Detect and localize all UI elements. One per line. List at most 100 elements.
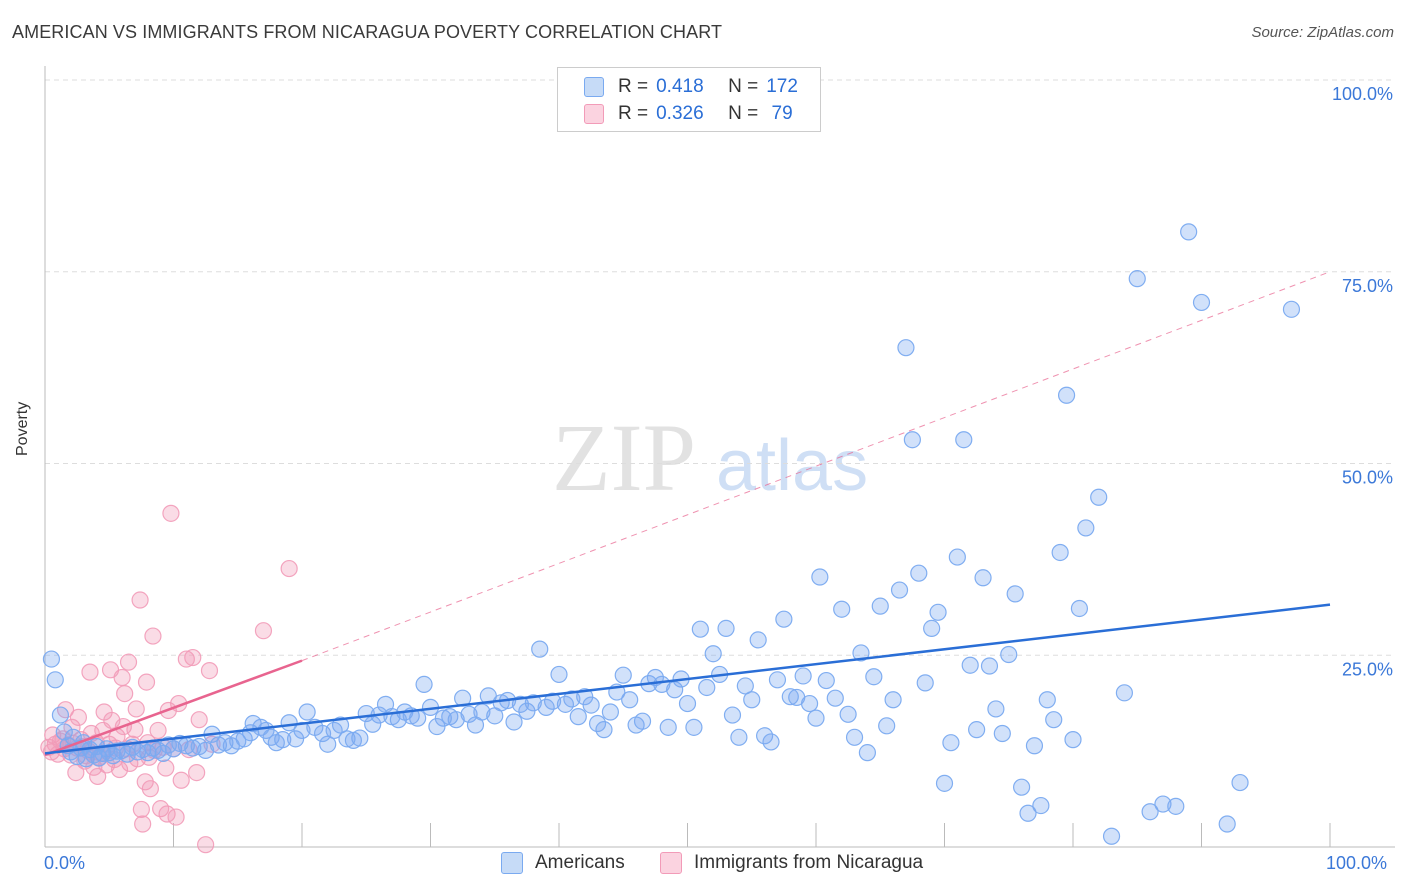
- legend-r-value: 0.326: [656, 103, 704, 124]
- watermark-atlas: atlas: [716, 426, 868, 506]
- american-point: [543, 692, 562, 710]
- american-point: [749, 631, 767, 649]
- american-point: [961, 656, 979, 674]
- american-point: [55, 723, 73, 741]
- american-point: [916, 674, 934, 692]
- american-point: [42, 650, 61, 668]
- american-point: [980, 657, 999, 675]
- american-point: [197, 741, 215, 759]
- nicaragua-point: [162, 504, 180, 522]
- nicaragua-point: [132, 800, 150, 819]
- american-point: [1141, 803, 1159, 821]
- nicaragua-trend-line: [44, 659, 303, 757]
- american-point: [351, 729, 369, 747]
- american-point: [1045, 711, 1063, 729]
- american-point: [1038, 691, 1056, 709]
- american-point: [852, 644, 870, 662]
- watermark-zip: ZIP: [552, 404, 696, 511]
- american-point: [1025, 737, 1044, 755]
- american-point: [845, 728, 864, 746]
- american-point: [1167, 797, 1185, 815]
- american-point: [807, 709, 825, 727]
- american-point: [154, 744, 172, 763]
- american-point: [755, 727, 774, 745]
- american-point: [736, 677, 754, 695]
- legend-n-value: 79: [766, 103, 793, 124]
- nicaragua-point: [172, 771, 190, 789]
- nicaragua-point: [137, 673, 156, 691]
- legend-n-label: N =: [728, 76, 759, 97]
- nicaragua-point: [131, 591, 149, 609]
- nicaragua-swatch: [584, 104, 604, 124]
- american-point: [524, 694, 542, 712]
- american-point: [762, 733, 780, 751]
- american-point: [1231, 773, 1249, 792]
- american-point: [903, 431, 921, 449]
- american-point: [550, 665, 568, 684]
- american-point: [338, 730, 356, 748]
- american-point: [826, 689, 844, 707]
- x-axis-min-label: 0.0%: [44, 853, 86, 873]
- bottom-legend: Americans Immigrants from Nicaragua: [0, 852, 1406, 876]
- american-point: [1154, 795, 1172, 813]
- american-point: [460, 705, 478, 723]
- nicaragua-point: [89, 767, 107, 786]
- nicaragua-point: [119, 653, 138, 671]
- legend-row-americans: R = 0.418 N = 172: [584, 75, 798, 99]
- american-point: [839, 705, 857, 723]
- american-point: [897, 339, 915, 357]
- nicaragua-point: [113, 668, 131, 687]
- american-point: [794, 667, 812, 685]
- nicaragua-point: [141, 780, 159, 798]
- american-point: [563, 690, 581, 708]
- american-point: [298, 703, 316, 721]
- american-point: [865, 668, 883, 686]
- american-point: [704, 645, 722, 663]
- trend-lines: [44, 271, 1331, 757]
- watermark: ZIP atlas: [552, 404, 868, 511]
- nicaragua-point: [184, 648, 202, 667]
- nicaragua-point: [69, 708, 88, 726]
- nicaragua-point: [81, 663, 99, 681]
- american-point: [698, 678, 716, 697]
- american-point: [511, 695, 530, 713]
- bottom-legend-nicaragua: Immigrants from Nicaragua: [660, 852, 923, 874]
- american-point: [678, 694, 697, 713]
- american-point: [1128, 270, 1146, 288]
- american-point: [871, 597, 889, 615]
- bottom-legend-americans-label: Americans: [535, 852, 625, 873]
- american-point: [582, 696, 600, 714]
- chart-title: AMERICAN VS IMMIGRANTS FROM NICARAGUA PO…: [12, 22, 723, 42]
- american-point: [184, 739, 202, 757]
- y-tick-label: 75.0%: [1342, 276, 1393, 296]
- american-point: [1115, 684, 1134, 702]
- nicaragua-point: [110, 760, 129, 779]
- legend-r-label: R =: [618, 103, 649, 124]
- american-point: [659, 718, 677, 736]
- americans-swatch: [584, 77, 604, 97]
- american-point: [434, 709, 452, 727]
- nicaragua-point: [188, 764, 206, 782]
- nicaragua-point: [167, 808, 185, 826]
- american-point: [1090, 488, 1108, 506]
- american-point: [51, 706, 70, 724]
- american-point: [1057, 386, 1076, 404]
- american-point: [319, 735, 337, 753]
- american-point: [505, 713, 523, 731]
- legend-r-value: 0.418: [656, 76, 704, 97]
- nicaragua-point: [158, 805, 176, 823]
- american-point: [768, 671, 787, 689]
- american-point: [811, 568, 829, 586]
- american-point: [817, 671, 835, 690]
- american-point: [595, 721, 613, 739]
- american-point: [1064, 731, 1082, 749]
- american-point: [1019, 804, 1037, 822]
- americans-swatch: [501, 852, 523, 874]
- american-point: [948, 548, 966, 566]
- nicaragua-point: [127, 700, 145, 718]
- american-point: [685, 718, 703, 736]
- american-point: [588, 714, 607, 733]
- nicaragua-point: [254, 622, 273, 640]
- american-point: [968, 721, 986, 739]
